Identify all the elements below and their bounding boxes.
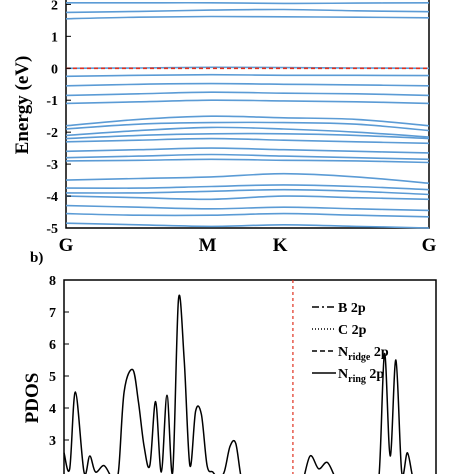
pdos-tick-label: 4: [49, 402, 56, 417]
energy-tick-label: -5: [46, 222, 58, 237]
band-lines: [65, 1, 430, 229]
band-line: [65, 212, 430, 218]
band-line: [65, 8, 430, 14]
pdos-panel: b) 8 7 6 5 4 3 PDOS B 2p C 2p Nridge 2p Nring 2p: [22, 250, 437, 474]
band-plot-frame: [65, 0, 430, 229]
band-structure-panel: 2 1 0 -1 -2 -3 -4 -5 Energy (eV) G M K G: [12, 0, 437, 256]
pdos-curves: [63, 294, 413, 474]
band-line: [65, 82, 430, 87]
k-point-label: G: [59, 235, 74, 256]
band-line: [65, 137, 430, 145]
band-line: [65, 158, 430, 164]
band-line: [65, 99, 430, 105]
pdos-tick-label: 5: [49, 370, 56, 385]
panel-label-b: b): [30, 250, 43, 266]
k-point-label: G: [422, 235, 437, 256]
pdos-tick-label: 6: [49, 338, 56, 353]
k-point-label: M: [199, 235, 217, 256]
band-line: [65, 126, 430, 138]
legend-label: C 2p: [338, 323, 367, 338]
k-point-label: K: [273, 235, 288, 256]
pdos-axis-label: PDOS: [22, 373, 43, 424]
pdos-legend: B 2p C 2p Nridge 2p Nring 2p: [312, 301, 389, 385]
band-line: [65, 91, 430, 97]
band-line: [65, 188, 430, 196]
pdos-tick-labels: 8 7 6 5 4 3: [49, 274, 69, 449]
pdos-tick-label: 7: [49, 306, 56, 321]
band-line: [65, 15, 430, 20]
band-line: [65, 121, 430, 132]
energy-tick-label: 0: [51, 62, 58, 77]
band-line: [65, 132, 430, 140]
band-line: [65, 222, 430, 229]
band-line: [65, 153, 430, 161]
band-line: [65, 195, 430, 201]
band-line: [65, 204, 430, 212]
energy-tick-labels: 2 1 0 -1 -2 -3 -4 -5: [46, 0, 71, 237]
legend-label: Nridge 2p: [338, 345, 389, 363]
pdos-tick-label: 3: [49, 434, 56, 449]
band-line: [65, 172, 430, 185]
energy-tick-label: 1: [51, 30, 58, 45]
energy-axis-label: Energy (eV): [12, 56, 33, 155]
band-line: [65, 147, 430, 154]
pdos-tick-label: 8: [49, 274, 56, 289]
pdos-plot-frame: [63, 279, 437, 474]
band-line: [66, 1, 430, 5]
pdos-curve: [63, 294, 413, 474]
band-line: [65, 184, 430, 191]
energy-tick-label: -4: [46, 190, 58, 205]
energy-tick-label: 2: [51, 0, 58, 13]
energy-tick-label: -3: [46, 158, 58, 173]
legend-label: B 2p: [338, 301, 366, 316]
legend-label: Nring 2p: [338, 367, 384, 385]
band-line: [65, 115, 430, 127]
energy-tick-label: -1: [46, 94, 58, 109]
band-line: [65, 73, 430, 78]
energy-tick-label: -2: [46, 126, 58, 141]
